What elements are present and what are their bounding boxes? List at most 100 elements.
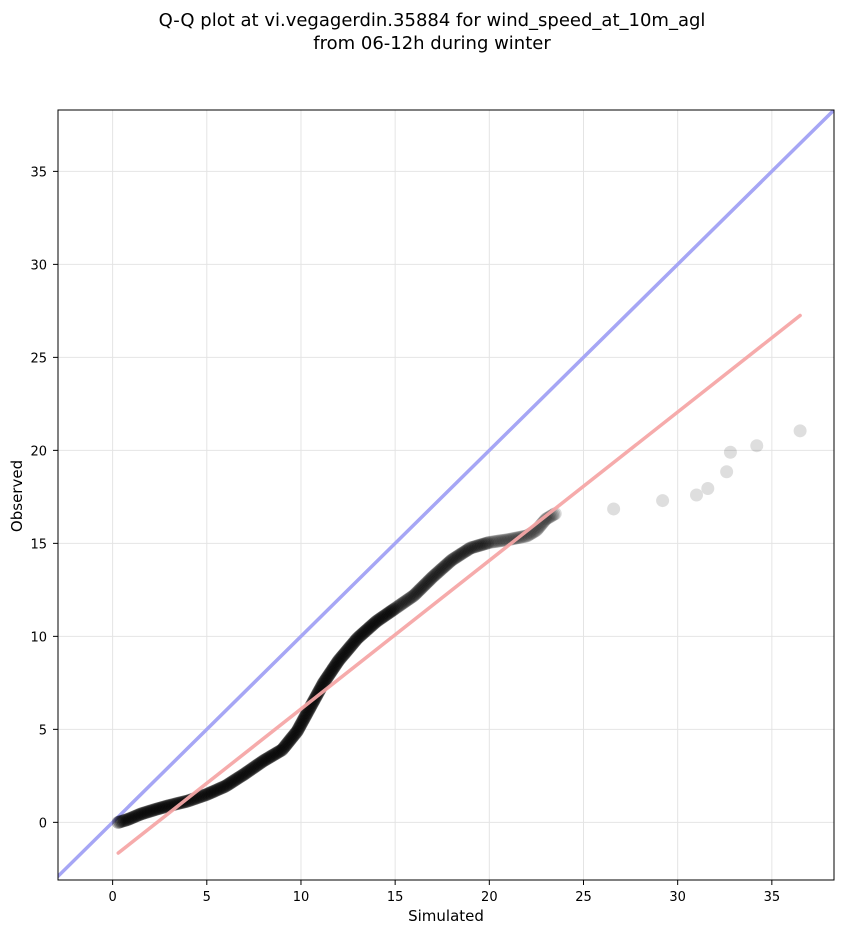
data-point [201, 787, 215, 801]
data-point [474, 538, 488, 552]
data-point [231, 771, 245, 785]
data-point [434, 563, 448, 577]
data-point [435, 561, 449, 575]
data-point [331, 655, 345, 669]
data-point [468, 540, 482, 554]
data-point [485, 535, 499, 549]
data-point [484, 535, 498, 549]
data-point [395, 597, 409, 611]
x-tick-label: 25 [575, 890, 592, 905]
data-point [292, 721, 306, 735]
fit-line [116, 313, 802, 855]
data-point [325, 663, 339, 677]
y-tick-label: 20 [30, 444, 47, 459]
data-point [341, 642, 355, 656]
reference-line [58, 110, 834, 879]
data-point [143, 804, 157, 818]
data-point [227, 774, 241, 788]
data-point [471, 539, 485, 553]
data-point [124, 811, 138, 825]
data-point [417, 579, 431, 593]
data-point [197, 789, 211, 803]
data-point [291, 723, 305, 737]
data-point [482, 535, 496, 549]
data-point [490, 534, 504, 548]
data-point [294, 717, 308, 731]
data-point [194, 790, 208, 804]
data-point [462, 542, 476, 556]
plot-clip-group [58, 110, 834, 879]
data-point [459, 544, 473, 558]
data-point [237, 767, 251, 781]
data-point [159, 799, 173, 813]
data-point [329, 657, 343, 671]
data-point [450, 550, 464, 564]
data-point [131, 808, 145, 822]
data-point [407, 588, 421, 602]
data-point [411, 584, 425, 598]
data-point [275, 743, 289, 757]
data-point [111, 815, 125, 829]
data-point [385, 603, 399, 617]
data-point [427, 569, 441, 583]
data-point [493, 534, 507, 548]
data-point [336, 649, 350, 663]
data-point [170, 797, 184, 811]
data-point [235, 769, 249, 783]
data-point [454, 547, 468, 561]
outlier-point [690, 488, 704, 502]
y-tick-label: 5 [39, 723, 47, 738]
data-point [346, 636, 360, 650]
data-point [216, 780, 230, 794]
data-point [254, 756, 268, 770]
data-point [325, 664, 339, 678]
data-point [332, 654, 346, 668]
data-point [431, 566, 445, 580]
data-point [208, 784, 222, 798]
data-point [140, 805, 154, 819]
data-point [387, 602, 401, 616]
data-point [438, 559, 452, 573]
data-point [297, 711, 311, 725]
data-point [158, 800, 172, 814]
data-point [367, 617, 381, 631]
data-point [356, 626, 370, 640]
data-point [418, 577, 432, 591]
data-point [421, 574, 435, 588]
x-tick-label: 30 [669, 890, 686, 905]
data-point [270, 746, 284, 760]
x-tick-label: 0 [108, 890, 116, 905]
data-point [278, 739, 292, 753]
data-point [119, 813, 133, 827]
data-point [498, 533, 512, 547]
y-tick-label: 15 [30, 537, 47, 552]
data-point [377, 609, 391, 623]
data-point [361, 622, 375, 636]
data-point [428, 568, 442, 582]
data-point [322, 668, 336, 682]
data-point [539, 512, 553, 526]
data-point [156, 800, 170, 814]
data-point [279, 738, 293, 752]
data-point [214, 781, 228, 795]
data-point [353, 629, 367, 643]
data-point [267, 748, 281, 762]
data-point [352, 630, 366, 644]
data-point [365, 619, 379, 633]
data-point [337, 647, 351, 661]
data-point [135, 807, 149, 821]
data-point [467, 540, 481, 554]
plot-area: 0 5 10 15 20 25 30 35 0 5 10 15 20 25 30 35 [30, 109, 835, 905]
data-point [280, 737, 294, 751]
data-point [404, 590, 418, 604]
data-point [262, 751, 276, 765]
x-tick-label: 20 [481, 890, 498, 905]
data-point [320, 671, 334, 685]
data-point [129, 809, 143, 823]
data-point [426, 570, 440, 584]
data-point [259, 752, 273, 766]
data-point [213, 782, 227, 796]
data-point [345, 637, 359, 651]
outlier-point [793, 424, 807, 438]
